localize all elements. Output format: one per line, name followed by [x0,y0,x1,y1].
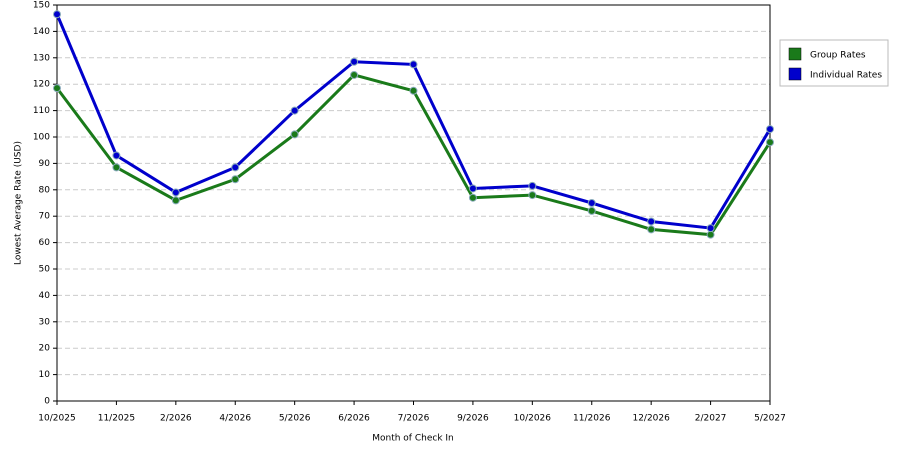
y-tick-label: 10 [39,370,51,380]
point [290,106,299,115]
x-tick-label: 11/2026 [573,414,611,424]
y-tick-label: 50 [39,265,51,275]
point [587,206,596,215]
x-axis-label: Month of Check In [372,434,454,444]
y-tick-label: 90 [39,159,51,169]
point [409,60,418,69]
point [231,175,240,184]
point [350,70,359,79]
x-tick-label: 6/2026 [338,414,370,424]
point [528,181,537,190]
point [409,86,418,95]
legend-label: Group Rates [810,51,866,61]
legend-label: Individual Rates [810,71,882,81]
x-tick-label: 9/2026 [457,414,489,424]
x-tick-label: 5/2027 [754,414,786,424]
point [53,10,61,19]
x-tick-label: 10/2026 [514,414,552,424]
point [231,163,240,172]
y-tick-label: 100 [33,133,50,143]
y-tick-label: 130 [33,53,50,63]
point [350,57,359,66]
point [706,230,715,239]
point [290,130,299,139]
y-tick-label: 40 [39,291,51,301]
point [112,151,121,160]
point [587,199,596,207]
y-tick-label: 60 [39,238,51,248]
y-tick-label: 30 [39,317,51,327]
y-axis-label: Lowest Average Rate (USD) [14,141,24,265]
point [766,138,774,147]
point [53,84,61,93]
point [171,196,180,205]
y-tick-label: 120 [33,80,50,90]
y-tick-label: 150 [33,1,50,11]
series-line [55,13,772,230]
y-tick-label: 110 [33,106,50,116]
y-tick-label: 70 [39,212,51,222]
point [468,193,477,202]
point [171,188,180,197]
x-tick-label: 11/2025 [98,414,135,424]
x-tick-label: 10/2025 [38,414,75,424]
x-tick-label: 7/2026 [398,414,430,424]
x-tick-label: 4/2026 [219,414,251,424]
x-tick-label: 12/2026 [632,414,670,424]
y-tick-label: 20 [39,344,51,354]
point [647,217,656,226]
series-line [55,73,772,237]
legend-swatch [788,67,802,81]
x-tick-label: 2/2027 [695,414,727,424]
x-tick-label: 5/2026 [279,414,311,424]
y-tick-label: 140 [33,27,50,37]
point [112,163,121,172]
point [647,225,656,234]
y-tick-label: 80 [39,185,51,195]
x-tick-label: 2/2026 [160,414,192,424]
point [766,125,774,134]
point [468,184,477,193]
point [528,191,537,200]
point [706,224,715,233]
legend-swatch [788,47,802,61]
y-tick-label: 0 [44,397,50,407]
